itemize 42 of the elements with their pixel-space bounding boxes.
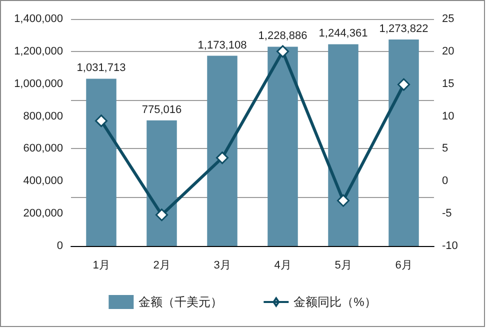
x-tick-label: 6月	[395, 260, 412, 272]
bar	[146, 120, 177, 246]
point	[276, 45, 289, 58]
y-tick-label: 1,000,000	[14, 78, 63, 90]
x-tick-label: 3月	[214, 260, 231, 272]
y-tick-label: 600,000	[23, 142, 63, 155]
point	[398, 78, 410, 91]
data-label: 1,244,361	[318, 28, 368, 40]
y2-tick-label: 0	[442, 175, 448, 188]
data-label: 1,173,108	[198, 39, 247, 52]
x-tick-label: 2月	[153, 260, 170, 272]
bar	[328, 44, 358, 246]
y2-tick-label: 15	[442, 78, 454, 90]
y-tick-label: 1,200,000	[14, 45, 63, 58]
data-label: 775,016	[142, 104, 182, 116]
x-tick-label: 1月	[92, 260, 110, 272]
data-label: 1,031,713	[76, 62, 126, 74]
bar	[388, 39, 419, 246]
bar	[207, 56, 238, 246]
bar	[86, 78, 116, 246]
y2-tick-label: 25	[442, 13, 454, 25]
legend-label: 金额同比（%）	[294, 295, 376, 309]
y2-tick-label: 20	[442, 45, 454, 58]
data-label: 1,273,822	[379, 22, 428, 35]
point	[337, 194, 350, 207]
legend-label: 金额（千美元）	[138, 295, 223, 309]
point	[216, 152, 228, 164]
y-tick-label: 400,000	[23, 175, 63, 188]
y2-tick-label: -5	[442, 208, 452, 220]
y2-tick-label: 5	[442, 142, 448, 155]
y-tick-label: 0	[56, 240, 63, 252]
point	[156, 208, 168, 222]
point	[95, 114, 108, 128]
x-tick-label: 5月	[334, 260, 352, 272]
y-tick-label: 200,000	[23, 208, 63, 220]
bar	[268, 46, 298, 246]
y2-tick-label: -10	[442, 240, 458, 252]
y-tick-label: 1,400,000	[14, 13, 63, 25]
x-tick-label: 4月	[274, 260, 292, 272]
data-label: 1,228,886	[258, 30, 308, 42]
y2-tick-label: 10	[442, 110, 454, 122]
y-tick-label: 800,000	[23, 110, 63, 122]
